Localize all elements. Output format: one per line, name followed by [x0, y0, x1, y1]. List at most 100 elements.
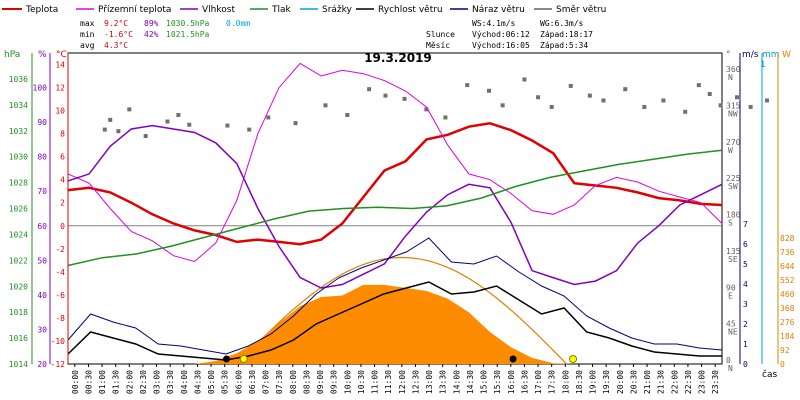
percent-tick-label: 60: [37, 222, 47, 231]
direction-tick-label: E: [728, 291, 733, 300]
direction-tick-label: S: [728, 219, 733, 228]
legend-item-prizemni-teplota: Přízemní teplota: [76, 5, 171, 15]
direction-tick-value: 90: [726, 283, 736, 292]
wind-direction-point: [443, 115, 448, 120]
x-tick-label: 16:30: [520, 370, 529, 394]
wind-direction-point: [500, 103, 505, 108]
x-tick-label: 21:30: [657, 370, 666, 394]
legend-item-teplota: Teplota: [2, 5, 58, 15]
x-tick-label: 10:00: [343, 370, 352, 394]
x-tick-label: 00:00: [71, 370, 80, 394]
sunrise-marker: [239, 355, 248, 363]
x-tick-label: 09:00: [316, 370, 325, 394]
stats-max-press: 1030.5hPa: [166, 19, 210, 28]
wind-direction-point: [683, 109, 688, 114]
direction-tick-value: 135: [726, 247, 741, 256]
ms-tick-label: 5: [743, 260, 748, 269]
ms-tick-label: 2: [743, 320, 748, 329]
wind-direction-point: [465, 83, 470, 88]
wind-direction-point: [127, 107, 132, 112]
percent-tick-label: 30: [37, 325, 47, 334]
wind-direction-point: [424, 107, 429, 112]
wind-direction-point: [102, 127, 107, 132]
direction-tick-label: NE: [728, 328, 738, 337]
chart-title: 19.3.2019: [364, 51, 432, 65]
celsius-tick-label: 0: [60, 222, 65, 231]
stats-max-label: max: [80, 19, 95, 28]
ms-tick-label: 1: [743, 340, 748, 349]
percent-tick-label: 100: [33, 84, 48, 93]
legend-item-rychlost-vetru: Rychlost větru: [356, 5, 443, 15]
direction-tick-value: 0: [726, 356, 731, 365]
ms-tick-label: 0: [743, 360, 748, 369]
x-tick-label: 14:30: [466, 370, 475, 394]
celsius-tick-label: 14: [55, 61, 65, 70]
stats-min-label: min: [80, 30, 95, 39]
ms-tick-label: 6: [743, 240, 748, 249]
direction-tick-label: W: [728, 146, 733, 155]
hpa-tick-label: 1024: [9, 230, 28, 239]
x-tick-label: 03:30: [166, 370, 175, 394]
x-tick-label: 05:00: [207, 370, 216, 394]
wm2-tick-label: 644: [780, 262, 795, 271]
stats-max-hum: 89%: [144, 19, 159, 28]
moonset-info: Západ:5:34: [540, 41, 588, 50]
wind-direction-point: [383, 93, 388, 98]
x-tick-label: 23:00: [698, 370, 707, 394]
x-tick-label: 15:30: [493, 370, 502, 394]
celsius-axis-unit: °C: [56, 50, 67, 60]
wind-gust-info: WG:6.3m/s: [540, 19, 584, 28]
x-tick-label: 08:00: [289, 370, 298, 394]
stats-avg-temp: 4.3°C: [104, 41, 128, 50]
wind-gust-line: [67, 237, 723, 355]
moonrise-info: Východ:16:05: [472, 41, 530, 50]
stats-min-hum: 42%: [144, 30, 159, 39]
sunset-info: Západ:18:17: [540, 30, 593, 39]
svg-text:Přízemní teplota: Přízemní teplota: [98, 5, 171, 15]
hpa-tick-label: 1016: [9, 334, 28, 343]
celsius-tick-label: 8: [60, 130, 65, 139]
hpa-tick-label: 1036: [9, 75, 28, 84]
x-tick-label: 01:30: [112, 370, 121, 394]
x-tick-label: 18:30: [575, 370, 584, 394]
celsius-tick-label: -8: [55, 314, 65, 323]
x-tick-label: 01:00: [98, 370, 107, 394]
x-tick-label: 22:00: [670, 370, 679, 394]
stats-avg-label: avg: [80, 41, 95, 50]
wind-speed-info: WS:4.1m/s: [472, 19, 516, 28]
series-line-p--zemn--teplota: [67, 62, 723, 263]
ms-axis-unit: m/s: [742, 50, 759, 60]
wind-direction-layer: [102, 77, 769, 139]
ms-tick-label: 7: [743, 220, 748, 229]
ms-tick-label: 3: [743, 300, 748, 309]
hpa-tick-label: 1014: [9, 360, 28, 369]
hpa-axis-unit: hPa: [4, 50, 20, 60]
direction-tick-value: 45: [726, 320, 736, 329]
x-tick-label: 17:30: [548, 370, 557, 394]
wind-direction-point: [587, 93, 592, 98]
wm2-axis-unit: W: [782, 50, 791, 60]
x-tick-label: 04:30: [193, 370, 202, 394]
wind-direction-point: [536, 95, 541, 100]
wind-direction-point: [642, 104, 647, 109]
wind-direction-point: [323, 103, 328, 108]
hpa-tick-label: 1034: [9, 101, 28, 110]
wm2-tick-label: 184: [780, 332, 795, 341]
wind-direction-point: [623, 87, 628, 92]
ms-tick-label: 4: [743, 280, 748, 289]
celsius-tick-label: 12: [55, 84, 65, 93]
stats-min-press: 1021.5hPa: [166, 30, 210, 39]
x-tick-label: 17:00: [534, 370, 543, 394]
wind-direction-point: [176, 113, 181, 118]
percent-tick-label: 70: [37, 187, 47, 196]
x-tick-label: 07:00: [262, 370, 271, 394]
direction-tick-label: NW: [728, 109, 738, 118]
x-tick-label: 21:00: [643, 370, 652, 394]
direction-tick-value: 360: [726, 65, 741, 74]
axes: 1014101610181020102210241026102810301032…: [9, 53, 795, 373]
legend-item-vlhkost: Vlhkost: [180, 5, 235, 15]
x-tick-label: 20:30: [629, 370, 638, 394]
wind-direction-point: [293, 121, 298, 126]
solar-radiation-area: [68, 284, 722, 364]
svg-text:Tlak: Tlak: [271, 5, 292, 15]
